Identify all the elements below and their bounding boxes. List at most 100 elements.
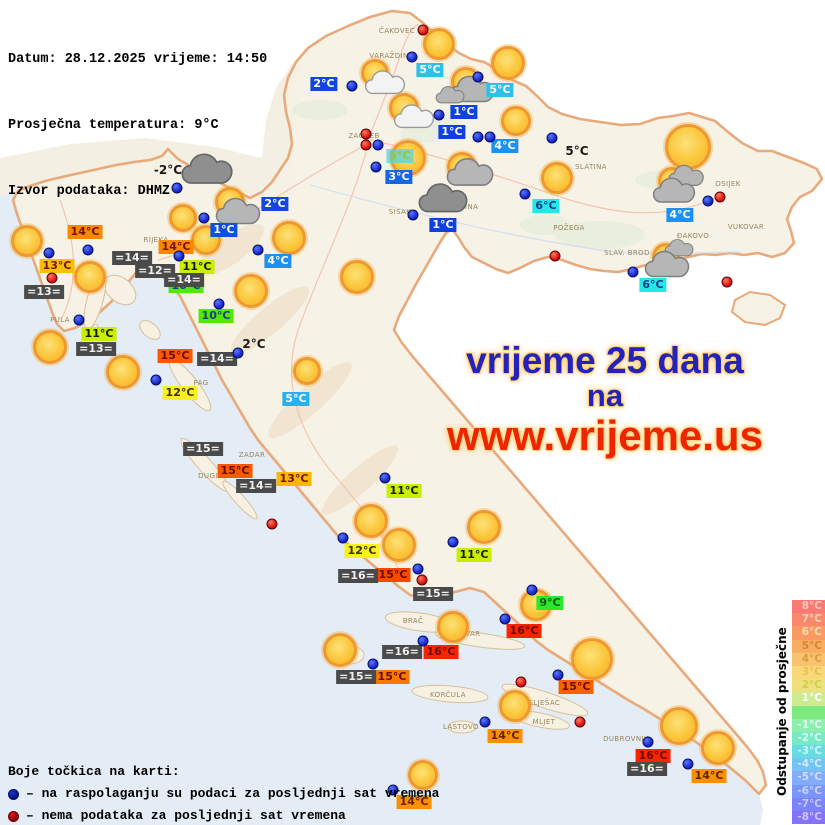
dot-legend-text: – nema podataka za posljednji sat vremen…: [26, 808, 346, 823]
legend-scale-row: 6°C: [792, 626, 825, 640]
header-avg-temp-line: Prosječna temperatura: 9°C: [8, 118, 219, 133]
temp-label: 15°C: [374, 670, 410, 684]
temp-label: 1°C: [450, 105, 478, 119]
legend-color-scale: 8°C 7°C 6°C 5°C 4°C 3°C 2°C 1°C -1°C -2°C -3°C -4°C…: [792, 600, 825, 825]
sun-icon: [293, 357, 321, 385]
sun-icon: [491, 46, 525, 80]
cloud-icon: [181, 152, 233, 190]
prev-temp-label: =15=: [336, 670, 376, 684]
cloud-icon: [215, 197, 261, 230]
station-dot-blue: [702, 195, 714, 207]
station-dot-blue: [337, 532, 349, 544]
prev-temp-label: =13=: [24, 285, 64, 299]
city-label: PELJEŠAC: [523, 699, 561, 707]
temp-label: 3°C: [385, 170, 413, 184]
legend-scale-row: -5°C: [792, 771, 825, 785]
temp-label: 5°C: [282, 392, 310, 406]
prev-temp-label: =15=: [413, 587, 453, 601]
station-dot-blue: [433, 109, 445, 121]
sun-icon: [499, 690, 531, 722]
sun-icon: [701, 731, 735, 765]
temp-label: 12°C: [162, 386, 198, 400]
temp-label: 15°C: [217, 464, 253, 478]
station-dot-blue: [479, 716, 491, 728]
dot-legend-title: Boje točkica na karti:: [8, 764, 180, 779]
station-dot-blue: [484, 131, 496, 143]
station-dot-red: [549, 250, 561, 262]
temp-label: 14°C: [487, 729, 523, 743]
temp-label: 6°C: [532, 199, 560, 213]
sun-icon: [106, 355, 140, 389]
sun-icon: [323, 633, 357, 667]
plain-temp-label: 5°C: [565, 144, 589, 158]
city-label: BRAČ: [402, 617, 424, 625]
city-label: SISAK: [388, 208, 412, 216]
station-dot-blue: [519, 188, 531, 200]
legend-scale-row: -3°C: [792, 745, 825, 759]
temp-label: 4°C: [264, 254, 292, 268]
cloud-icon: [418, 182, 468, 218]
station-dot-blue: [372, 139, 384, 151]
station-dot-red: [515, 676, 527, 688]
cloud-icon: [364, 69, 406, 99]
station-dot-red: [417, 24, 429, 36]
watermark-line2: na: [586, 378, 624, 413]
legend-scale-row: 5°C: [792, 639, 825, 653]
city-label: HVAR: [459, 630, 481, 638]
station-dot-red: [360, 128, 372, 140]
map-fragment: [730, 290, 787, 327]
city-label: PULA: [50, 316, 70, 324]
prev-temp-label: =14=: [236, 479, 276, 493]
city-label: ZADAR: [238, 451, 266, 459]
temp-label: 11°C: [81, 327, 117, 341]
sun-icon: [382, 528, 416, 562]
city-label: RIJEKA: [143, 236, 169, 244]
station-dot-blue: [73, 314, 85, 326]
temp-label: 13°C: [276, 472, 312, 486]
station-dot-red: [46, 272, 58, 284]
prev-temp-label: =15=: [183, 442, 223, 456]
prev-temp-label: =14=: [164, 273, 204, 287]
blue-dot-icon: [8, 788, 19, 800]
station-dot-blue: [627, 266, 639, 278]
dot-legend-text: – na raspolaganju su podaci za posljednj…: [26, 786, 440, 801]
sun-icon: [74, 261, 106, 293]
watermark: vrijeme 25 dana na www.vrijeme.us: [395, 342, 815, 458]
city-label: OSIJEK: [715, 180, 741, 188]
city-label: PAG: [193, 379, 209, 387]
header-date-line: Datum: 28.12.2025 vrijeme: 14:50: [8, 52, 268, 67]
temp-label: 14°C: [67, 225, 103, 239]
temp-label: 2°C: [310, 77, 338, 91]
temp-label: 14°C: [691, 769, 727, 783]
temp-label: 5°C: [486, 83, 514, 97]
station-dot-blue: [526, 584, 538, 596]
temp-label: 4°C: [491, 139, 519, 153]
station-dot-blue: [379, 472, 391, 484]
sun-icon: [467, 510, 501, 544]
prev-temp-label: =16=: [627, 762, 667, 776]
watermark-url: www.vrijeme.us: [447, 412, 763, 459]
sun-icon: [340, 260, 374, 294]
station-dot-blue: [198, 212, 210, 224]
dot-legend-item: – nema podataka za posljednji sat vremen…: [8, 805, 439, 825]
station-dot-blue: [43, 247, 55, 259]
cloud-icon: [446, 157, 494, 192]
station-dot-blue: [232, 347, 244, 359]
city-label: VARAŽDIN: [369, 52, 409, 60]
city-label: LASTOVO: [443, 723, 479, 731]
city-label: SLATINA: [575, 163, 607, 171]
city-label: DUBROVNIK: [603, 735, 649, 743]
station-dot-blue: [682, 758, 694, 770]
city-label: ĐAKOVO: [676, 232, 710, 240]
legend-scale-row: -6°C: [792, 784, 825, 798]
neighbor-land: [0, 138, 298, 214]
station-dot-blue: [447, 536, 459, 548]
temp-label: 12°C: [344, 544, 380, 558]
legend-scale-row: -4°C: [792, 758, 825, 772]
station-dot-blue: [367, 658, 379, 670]
station-dot-red: [714, 191, 726, 203]
sun-icon: [234, 274, 268, 308]
header-source-line: Izvor podataka: DHMZ: [8, 184, 171, 199]
